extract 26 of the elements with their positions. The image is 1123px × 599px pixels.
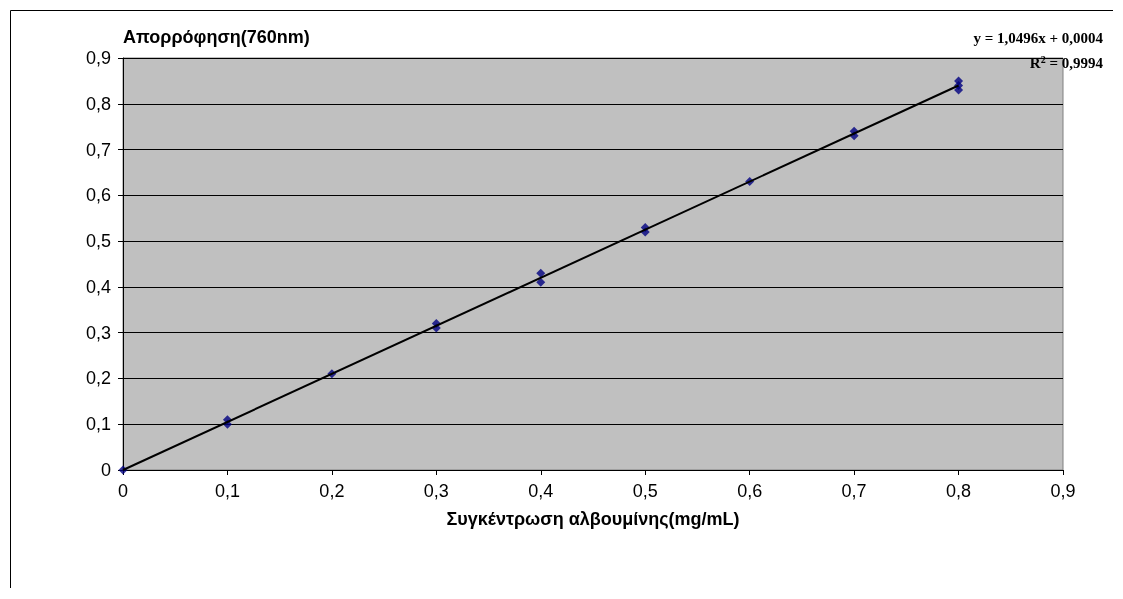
x-tick-label: 0,6 [737, 481, 763, 501]
x-tick-label: 0,8 [946, 481, 972, 501]
x-tick-label: 0,4 [528, 481, 554, 501]
y-tick-label: 0,7 [85, 139, 111, 160]
point [954, 85, 964, 95]
point [536, 268, 546, 278]
y-tick-label: 0,2 [85, 368, 111, 389]
y-tick-label: 0,5 [85, 231, 111, 252]
x-tick-label: 0,7 [841, 481, 867, 501]
x-axis-title: Συγκέντρωση αλβουμίνης(mg/mL) [446, 509, 740, 529]
x-tick-label: 0,3 [423, 481, 449, 501]
x-tick-label: 0,5 [632, 481, 658, 501]
x-tick-label: 0,9 [1050, 481, 1076, 501]
x-tick-label: 0,1 [214, 481, 240, 501]
y-tick-label: 0 [100, 460, 111, 480]
y-axis-title: Απορρόφηση(760nm) [123, 27, 310, 47]
text: y = 1,0496x + 0,0004 [973, 29, 1104, 46]
y-tick-label: 0,9 [85, 48, 111, 68]
point [536, 277, 546, 287]
x-tick-label: 0,2 [319, 481, 345, 501]
y-tick-label: 0,6 [85, 185, 111, 206]
y-tick-label: 0,8 [85, 93, 111, 114]
y-tick-label: 0,1 [85, 414, 111, 435]
x-tick-label: 0 [117, 481, 129, 501]
y-tick-label: 0,4 [85, 276, 111, 297]
y-tick-label: 0,3 [85, 322, 111, 343]
